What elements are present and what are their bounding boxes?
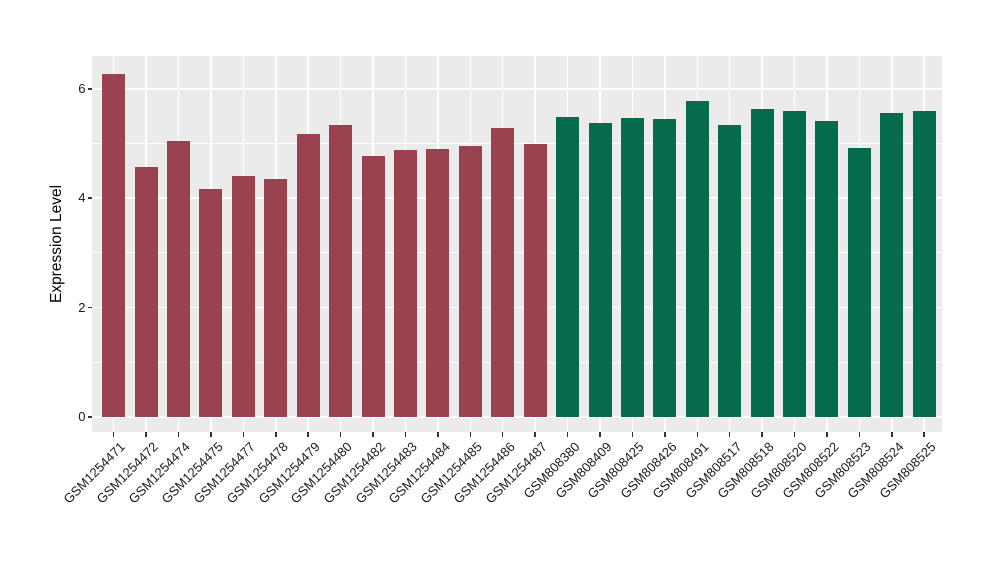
gridline-major-h [92,416,942,418]
x-tick-mark [437,432,439,437]
x-tick-mark [891,432,893,437]
x-tick-mark [307,432,309,437]
x-tick-mark [339,432,342,437]
bar [685,100,709,417]
x-tick-mark [404,432,407,437]
bar [491,127,515,417]
y-tick-label: 6 [78,80,86,96]
x-tick-mark [923,432,925,437]
bar [783,110,807,417]
x-tick-mark [177,432,180,437]
bar [167,140,191,417]
bar [393,150,417,417]
bar [264,179,288,417]
gridline-major-h [92,88,942,90]
y-tick-label: 2 [78,299,86,315]
y-tick-label: 0 [78,409,86,424]
gridline-major-h [92,306,942,309]
bar [750,108,774,417]
y-tick-mark [87,88,92,90]
bar [329,125,353,417]
bar [815,121,839,417]
bar [296,133,320,417]
x-tick-mark [696,432,698,437]
bar [523,143,547,417]
bar [426,148,450,417]
x-tick-mark [242,432,245,437]
x-tick-mark [501,432,504,437]
gridline-minor-h [92,252,942,254]
bar [458,145,482,417]
bar [231,175,255,417]
x-tick-mark [210,432,212,437]
bar [102,74,126,417]
bar [880,112,904,417]
x-tick-mark [599,432,601,437]
x-tick-mark [469,432,472,437]
x-tick-mark [728,432,731,437]
x-tick-mark [275,432,277,437]
x-tick-mark [372,432,374,437]
x-tick-mark [858,432,861,437]
bar [556,116,580,417]
x-tick-mark [145,432,147,437]
bar [588,122,612,417]
bar [912,110,936,417]
bar [134,167,158,417]
y-tick-mark [87,197,92,199]
x-tick-mark [631,432,634,437]
bar [847,147,871,417]
x-tick-mark [112,432,115,437]
y-tick-label: 4 [78,190,86,206]
bar [653,119,677,417]
x-tick-mark [534,432,536,437]
bar [718,125,742,417]
bar [361,155,385,417]
bar [620,117,644,417]
gridline-minor-h [92,361,942,363]
bar [199,188,223,417]
x-tick-mark [793,432,796,437]
y-tick-mark [87,306,92,309]
plot-area [92,56,942,432]
x-tick-mark [761,432,763,437]
x-tick-mark [566,432,569,437]
x-tick-mark [664,432,666,437]
gridline-minor-h [92,143,942,144]
y-tick-mark [87,416,92,418]
gridline-major-h [92,197,942,199]
x-tick-mark [826,432,828,437]
